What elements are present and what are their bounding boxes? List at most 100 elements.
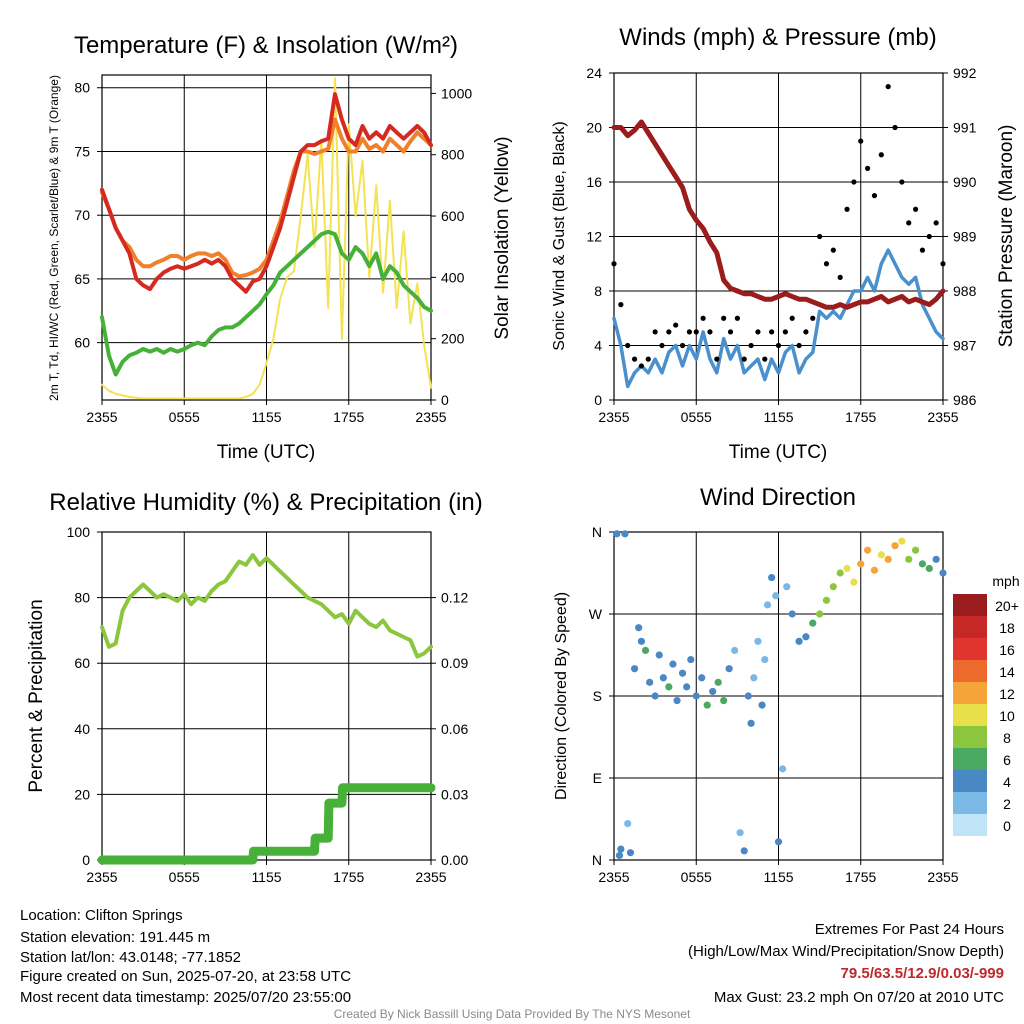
gust-point bbox=[748, 342, 754, 349]
legend-label: 0 bbox=[1003, 818, 1011, 834]
max-gust-text: Max Gust: 23.2 mph On 07/20 at 2010 UTC bbox=[713, 989, 1004, 1006]
legend-label: 10 bbox=[999, 708, 1015, 724]
direction-point bbox=[651, 692, 659, 700]
direction-point bbox=[740, 847, 748, 855]
gust-point bbox=[734, 315, 740, 321]
y2-tick-label: 800 bbox=[441, 147, 465, 163]
legend-label: 14 bbox=[999, 664, 1015, 680]
y-tick-label: S bbox=[593, 688, 602, 704]
legend-swatch bbox=[953, 814, 987, 836]
direction-point bbox=[758, 701, 766, 709]
x-tick-label: 0555 bbox=[681, 869, 712, 885]
direction-point bbox=[884, 555, 892, 563]
legend-swatch bbox=[953, 594, 987, 616]
gust-point bbox=[611, 261, 617, 267]
gust-point bbox=[823, 261, 830, 267]
x-tick-label: 1155 bbox=[763, 869, 793, 885]
x-tick-label: 2355 bbox=[598, 409, 629, 425]
y-tick-label: 40 bbox=[74, 721, 90, 737]
gust-point bbox=[714, 356, 720, 362]
y2-axis-label: Solar Insolation (Yellow) bbox=[492, 136, 513, 339]
gust-point bbox=[700, 315, 706, 321]
figure-created-text: Figure created on Sun, 2025-07-20, at 23… bbox=[20, 968, 352, 985]
direction-point bbox=[665, 683, 673, 691]
direction-point bbox=[669, 660, 677, 668]
gust-point bbox=[878, 152, 884, 158]
gust-point bbox=[679, 342, 686, 349]
direction-point bbox=[932, 555, 940, 563]
legend-label: 8 bbox=[1003, 730, 1011, 746]
y2-tick-label: 0.12 bbox=[441, 590, 468, 606]
legend-swatch bbox=[953, 682, 987, 704]
direction-point bbox=[754, 637, 762, 645]
gust-point bbox=[940, 261, 946, 267]
direction-point bbox=[870, 566, 879, 574]
x-tick-label: 2355 bbox=[927, 409, 958, 425]
direction-point bbox=[615, 851, 624, 860]
series-line-dewpoint bbox=[100, 229, 433, 377]
y-tick-label: 80 bbox=[74, 80, 90, 96]
direction-point bbox=[750, 674, 758, 682]
gust-point bbox=[885, 84, 891, 90]
legend-swatch bbox=[953, 792, 987, 814]
gust-point bbox=[782, 329, 788, 335]
y2-tick-label: 200 bbox=[441, 331, 465, 347]
y2-axis-label: Station Pressure (Maroon) bbox=[996, 125, 1017, 348]
gust-point bbox=[817, 233, 823, 240]
y-tick-label: 12 bbox=[586, 229, 602, 245]
x-tick-label: 0555 bbox=[169, 409, 200, 425]
gust-point bbox=[769, 329, 775, 335]
direction-point bbox=[613, 530, 621, 538]
y2-tick-label: 0.09 bbox=[441, 655, 468, 671]
direction-point bbox=[635, 624, 643, 632]
y-axis-label: 2m T, Td, HI/WC (Red, Green, Scarlet/Blu… bbox=[47, 75, 61, 401]
gust-point bbox=[631, 356, 638, 362]
chart-title: Wind Direction bbox=[700, 484, 856, 511]
direction-point bbox=[655, 651, 663, 659]
legend-swatch bbox=[953, 770, 987, 792]
direction-point bbox=[891, 542, 899, 550]
legend-label: 2 bbox=[1003, 796, 1011, 812]
direction-point bbox=[692, 692, 700, 700]
extremes-subtitle: (High/Low/Max Wind/Precipitation/Snow De… bbox=[688, 943, 1004, 960]
y2-tick-label: 400 bbox=[441, 269, 465, 285]
y-tick-label: 0 bbox=[82, 852, 90, 868]
gust-point bbox=[796, 342, 802, 349]
y-tick-label: N bbox=[592, 524, 602, 540]
y-tick-label: 70 bbox=[74, 207, 90, 223]
y-tick-label: 0 bbox=[594, 392, 602, 408]
x-tick-label: 1155 bbox=[763, 409, 793, 425]
y-tick-label: 4 bbox=[594, 338, 602, 354]
direction-point bbox=[788, 610, 796, 618]
x-tick-label: 2355 bbox=[86, 409, 117, 425]
y2-tick-label: 0 bbox=[441, 392, 449, 408]
series-line-precip bbox=[97, 783, 436, 865]
gust-point bbox=[618, 302, 624, 308]
y-tick-label: 60 bbox=[74, 655, 90, 671]
series-line-temp9m bbox=[100, 117, 433, 279]
direction-point bbox=[678, 669, 687, 677]
direction-point bbox=[911, 546, 920, 554]
y2-tick-label: 992 bbox=[953, 65, 977, 81]
direction-point bbox=[898, 537, 906, 545]
gust-point bbox=[741, 356, 747, 362]
chart-title: Relative Humidity (%) & Precipitation (i… bbox=[49, 489, 482, 516]
direction-point bbox=[617, 845, 625, 853]
y2-tick-label: 988 bbox=[953, 283, 977, 299]
direction-point bbox=[925, 564, 933, 573]
legend-label: 4 bbox=[1003, 774, 1011, 790]
x-tick-label: 1155 bbox=[251, 409, 281, 425]
direction-point bbox=[747, 719, 755, 727]
legend-swatch bbox=[953, 726, 987, 748]
extremes-title: Extremes For Past 24 Hours bbox=[814, 921, 1004, 938]
y2-tick-label: 0.03 bbox=[441, 786, 468, 802]
x-axis-label: Time (UTC) bbox=[217, 442, 316, 463]
direction-point bbox=[877, 551, 885, 559]
legend-swatch bbox=[953, 748, 987, 770]
x-tick-label: 1155 bbox=[251, 869, 281, 885]
gust-point bbox=[755, 329, 761, 335]
credit-text: Created By Nick Bassill Using Data Provi… bbox=[333, 1007, 691, 1021]
y2-tick-label: 600 bbox=[441, 208, 465, 224]
gust-point bbox=[912, 206, 919, 212]
